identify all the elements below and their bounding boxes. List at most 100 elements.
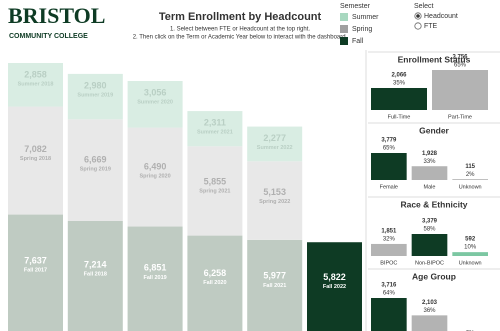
bar-value-label: 7,214 xyxy=(84,259,107,269)
bar-term-label: Summer 2019 xyxy=(77,92,113,98)
bar-segment[interactable] xyxy=(247,126,303,162)
bar-count-label: 1,851 xyxy=(381,229,397,235)
legend-label[interactable]: Summer xyxy=(352,14,379,21)
legend-swatch[interactable] xyxy=(340,25,348,33)
bar-count-label: 115 xyxy=(465,164,475,170)
bar-percent-label: 36% xyxy=(423,308,436,314)
bar[interactable] xyxy=(452,252,488,256)
bar-term-label: Spring 2018 xyxy=(20,156,51,162)
select-title: Select xyxy=(414,3,434,10)
bar-percent-label: 10% xyxy=(464,245,477,251)
bar[interactable] xyxy=(371,87,427,110)
category-label: Unknown xyxy=(459,260,482,266)
bar-term-label: Summer 2022 xyxy=(257,145,293,151)
category-label: Full-Time xyxy=(388,114,411,120)
bar-count-label: 3,716 xyxy=(381,283,397,289)
bar-term-label: Fall 2019 xyxy=(143,275,166,281)
bar-segment[interactable] xyxy=(8,106,63,215)
bar-term-label: Spring 2021 xyxy=(199,188,230,194)
category-label: Male xyxy=(424,184,436,190)
bar-value-label: 5,153 xyxy=(263,187,286,197)
bar-value-label: 7,082 xyxy=(24,144,47,154)
bar-segment[interactable] xyxy=(67,119,123,222)
bar-value-label: 6,258 xyxy=(204,268,227,278)
bar-term-label: Fall 2021 xyxy=(263,283,286,289)
bar-term-label: Fall 2020 xyxy=(203,280,226,286)
bar-term-label: Fall 2018 xyxy=(84,271,107,277)
legend-swatch[interactable] xyxy=(340,13,348,21)
bar[interactable] xyxy=(371,243,407,256)
bar-term-label: Summer 2018 xyxy=(18,81,54,87)
bar-value-label: 5,855 xyxy=(204,176,227,186)
bar-segment[interactable] xyxy=(187,111,243,147)
bar-count-label: 3,756 xyxy=(452,55,468,61)
bar-segment[interactable] xyxy=(127,226,183,331)
bar[interactable] xyxy=(371,153,407,180)
radio-label[interactable]: FTE xyxy=(424,23,438,30)
bar-term-label: Spring 2022 xyxy=(259,199,290,205)
bar-segment[interactable] xyxy=(187,146,243,236)
bar-count-label: 2,103 xyxy=(422,300,438,306)
bar-value-label: 6,669 xyxy=(84,154,107,164)
bar-value-label: 6,851 xyxy=(144,263,167,273)
bar-count-label: 3,779 xyxy=(381,138,397,144)
bar-percent-label: 64% xyxy=(383,291,396,297)
panel-title: Race & Ethnicity xyxy=(400,199,467,209)
bar-percent-label: 58% xyxy=(423,227,436,233)
logo-sub: COMMUNITY COLLEGE xyxy=(9,33,88,40)
panel-title: Age Group xyxy=(412,271,456,281)
bar-segment[interactable] xyxy=(67,221,123,331)
category-label: Non-BIPOC xyxy=(415,260,444,266)
bar-count-label: 2,066 xyxy=(391,73,407,79)
category-label: Female xyxy=(380,184,398,190)
bar-segment[interactable] xyxy=(247,161,303,240)
legend-title: Semester xyxy=(340,3,371,10)
bar-percent-label: 2% xyxy=(466,172,475,178)
bar-percent-label: 65% xyxy=(454,63,467,69)
bar-term-label: Spring 2020 xyxy=(140,174,171,180)
bar-value-label: 2,858 xyxy=(24,69,47,79)
instruction: 1. Select between FTE or Headcount at th… xyxy=(170,27,310,33)
bar-term-label: Summer 2020 xyxy=(137,99,173,105)
bar-count-label: 3,379 xyxy=(422,219,438,225)
bar-segment[interactable] xyxy=(8,214,63,331)
panel-title: Gender xyxy=(419,125,449,135)
category-label: Part-Time xyxy=(448,114,472,120)
chart-title: Term Enrollment by Headcount xyxy=(159,11,322,23)
bar-segment[interactable] xyxy=(307,242,362,331)
bar-percent-label: 35% xyxy=(393,81,406,87)
instruction: 2. Then click on the Term or Academic Ye… xyxy=(133,35,348,41)
bar-value-label: 2,277 xyxy=(263,133,286,143)
radio[interactable] xyxy=(414,22,422,30)
bar-term-label: Spring 2019 xyxy=(80,166,111,172)
bar[interactable] xyxy=(371,298,407,331)
legend-label[interactable]: Fall xyxy=(352,38,364,45)
bar-term-label: Summer 2021 xyxy=(197,130,233,136)
bar[interactable] xyxy=(432,70,488,110)
legend-label[interactable]: Spring xyxy=(352,26,372,33)
bar-segment[interactable] xyxy=(187,235,243,331)
bar-value-label: 5,822 xyxy=(323,272,346,282)
bar-segment[interactable] xyxy=(247,239,303,331)
bar-value-label: 5,977 xyxy=(263,271,286,281)
bar[interactable] xyxy=(411,234,448,256)
bar-segment[interactable] xyxy=(8,63,63,107)
bar-segment[interactable] xyxy=(67,73,123,120)
bar-term-label: Fall 2017 xyxy=(24,268,47,274)
bar[interactable] xyxy=(411,166,448,180)
radio-dot xyxy=(416,14,420,18)
bar-segment[interactable] xyxy=(127,127,183,227)
bar[interactable] xyxy=(411,315,448,331)
bar-value-label: 6,490 xyxy=(144,162,167,172)
legend-swatch[interactable] xyxy=(340,37,348,45)
bar-value-label: 2,311 xyxy=(204,117,226,127)
bar-segment[interactable] xyxy=(127,80,183,128)
bar[interactable] xyxy=(452,179,488,180)
category-label: BIPOC xyxy=(380,260,397,266)
bar-count-label: 1,928 xyxy=(422,151,438,157)
radio-label[interactable]: Headcount xyxy=(424,13,458,20)
bar-percent-label: 33% xyxy=(423,159,436,165)
panel-title: Enrollment Status xyxy=(398,54,471,64)
logo: BRISTOL xyxy=(8,3,105,28)
